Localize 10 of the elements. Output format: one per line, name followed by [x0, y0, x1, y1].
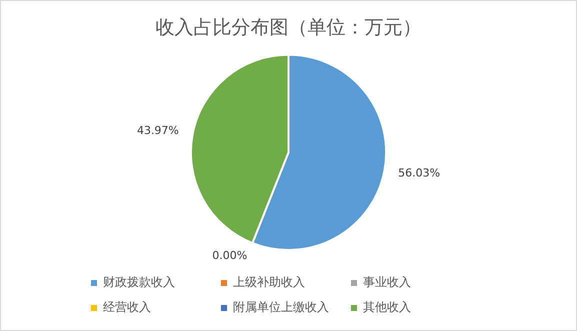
legend-label: 附属单位上缴收入 [233, 299, 329, 316]
legend-label: 经营收入 [103, 299, 151, 316]
legend-label: 其他收入 [363, 299, 411, 316]
legend-label: 财政拨款收入 [103, 274, 175, 291]
text: 0.00% [212, 248, 248, 262]
data-label: 43.97% [136, 124, 179, 138]
chart-title: 收入占比分布图（单位：万元） [156, 16, 422, 38]
legend-label: 上级补助收入 [233, 274, 305, 291]
legend-label: 事业收入 [363, 274, 411, 291]
data-label: 56.03% [398, 166, 440, 180]
